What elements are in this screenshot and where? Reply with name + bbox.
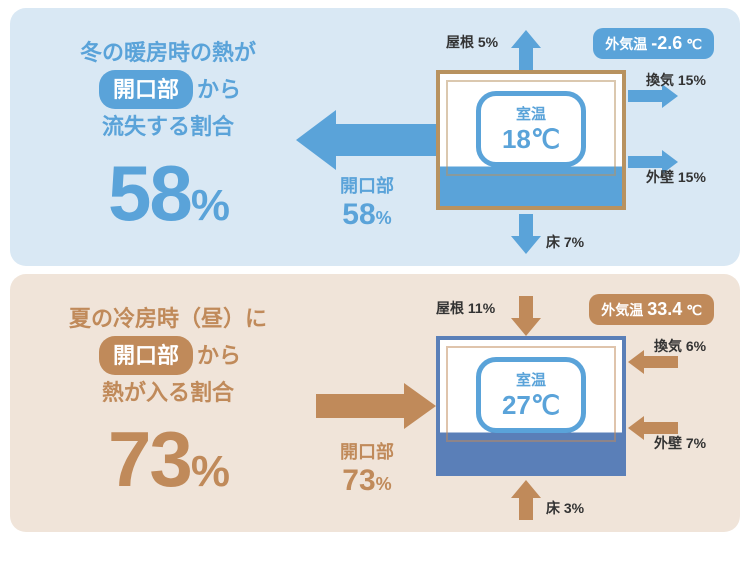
summer-room: 室温 27℃ [436,336,626,476]
winter-panel: 冬の暖房時の熱が 開口部から 流失する割合 58% 外気温 -2.6 ℃ 室温 … [10,8,740,266]
summer-ac-bubble: 室温 27℃ [476,357,586,433]
opening-arrow-in-icon [316,383,436,429]
roof-label-s: 屋根 11% [436,298,495,318]
summer-badge: 開口部 [99,336,193,375]
winter-big-pct: 58% [30,148,306,239]
wall-label-s: 外壁 7% [654,433,706,453]
winter-line1: 冬の暖房時の熱が [30,35,306,70]
winter-ac-bubble: 室温 18℃ [476,91,586,167]
floor-label-s: 床 3% [546,498,584,518]
opening-label: 開口部 58% [340,172,394,232]
summer-diagram: 外気温 33.4 ℃ 室温 27℃ 屋根 11% 床 3% 換 [306,288,720,518]
vent-label: 換気 15% [646,70,706,90]
roof-arrow-icon [511,30,541,70]
vent-label-s: 換気 6% [654,336,706,356]
opening-arrow-out-icon [296,110,436,170]
floor-arrow-icon [511,214,541,254]
summer-big-pct: 73% [30,414,306,505]
summer-text: 夏の冷房時（昼）に 開口部から 熱が入る割合 73% [30,301,306,506]
summer-line2: 開口部から [30,336,306,375]
opening-label-s: 開口部 73% [340,438,394,498]
roof-arrow-in-icon [511,296,541,336]
wall-label: 外壁 15% [646,167,706,187]
winter-badge: 開口部 [99,70,193,109]
winter-room: 室温 18℃ [436,70,626,210]
winter-text: 冬の暖房時の熱が 開口部から 流失する割合 58% [30,35,306,240]
summer-panel: 夏の冷房時（昼）に 開口部から 熱が入る割合 73% 外気温 33.4 ℃ 室温… [10,274,740,532]
summer-line1: 夏の冷房時（昼）に [30,301,306,336]
winter-diagram: 外気温 -2.6 ℃ 室温 18℃ 屋根 5% 床 7% 換気 [306,22,720,252]
roof-label: 屋根 5% [446,32,498,52]
floor-arrow-in-icon [511,480,541,520]
winter-line3: 流失する割合 [30,109,306,144]
summer-line3: 熱が入る割合 [30,375,306,410]
summer-outside-temp: 外気温 33.4 ℃ [589,294,714,325]
floor-label: 床 7% [546,232,584,252]
winter-outside-temp: 外気温 -2.6 ℃ [593,28,714,59]
winter-line2: 開口部から [30,70,306,109]
